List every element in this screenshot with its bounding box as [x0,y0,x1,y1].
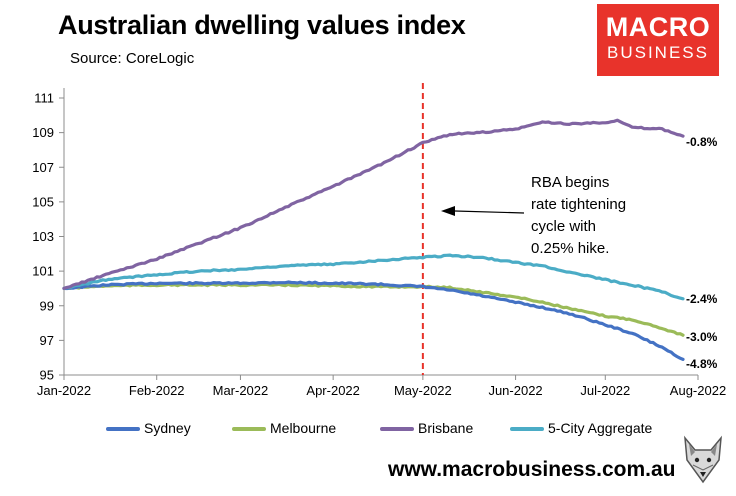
series-line-brisbane [62,118,685,290]
x-tick-label: Aug-2022 [670,383,726,398]
macrobusiness-logo: MACRO BUSINESS [597,4,719,76]
y-tick-label: 109 [32,125,54,140]
legend-item-brisbane: Brisbane [380,418,473,438]
legend-swatch-melbourne [232,427,266,432]
annotation-line-3: cycle with [531,218,596,235]
logo-line-2: BUSINESS [607,43,709,62]
y-tick-label: 103 [32,229,54,244]
plot-area [64,88,698,375]
x-tick-label: Apr-2022 [306,383,359,398]
y-tick-label: 99 [40,298,54,313]
website-url: www.macrobusiness.com.au [388,458,676,481]
y-tick-label: 101 [32,264,54,279]
end-labels: -4.8% -3.0% -0.8% -2.4% [686,135,718,371]
plot-background [64,88,698,375]
y-tick-label: 107 [32,160,54,175]
annotation-arrowhead [441,206,455,216]
legend-item-melbourne: Melbourne [232,418,336,438]
end-label-5-city-aggregate: -2.4% [686,292,718,306]
y-tick-label: 97 [40,333,54,348]
end-label-brisbane: -0.8% [686,135,718,149]
legend-swatch-5-city [510,427,544,432]
x-axis: Jan-2022 Feb-2022 Mar-2022 Apr-2022 May-2022… [37,374,726,398]
series-line-5-city-aggregate [62,253,685,301]
x-tick-label: Jun-2022 [488,383,542,398]
legend-label-5-city: 5-City Aggregate [548,420,653,436]
fox-head-icon [684,435,722,484]
logo-line-1: MACRO [605,12,711,42]
annotation: RBA begins rate tightening cycle with 0.… [441,174,626,257]
legend-label-melbourne: Melbourne [270,420,337,436]
annotation-line-2: rate tightening [531,196,626,213]
x-tick-label: Mar-2022 [213,383,269,398]
legend-item-sydney: Sydney [106,418,191,438]
annotation-arrow-line [454,210,525,214]
y-axis: 95 97 99 101 103 105 107 109 111 [32,88,65,383]
legend-label-brisbane: Brisbane [418,420,474,436]
x-tick-label: Feb-2022 [129,383,185,398]
annotation-line-1: RBA begins [531,174,609,191]
annotation-line-4: 0.25% hike. [531,240,609,257]
chart-title: Australian dwelling values index [58,10,466,40]
legend-item-5-city: 5-City Aggregate [510,418,652,438]
series-line-sydney [62,280,685,361]
chart-source: Source: CoreLogic [70,50,195,67]
legend-swatch-sydney [106,427,140,432]
end-label-melbourne: -3.0% [686,330,718,344]
series-group [62,118,685,361]
legend-label-sydney: Sydney [144,420,191,436]
end-label-sydney: -4.8% [686,357,718,371]
x-tick-label: May-2022 [394,383,452,398]
x-tick-label: Jul-2022 [580,383,630,398]
line-chart: 95 97 99 101 103 105 107 109 111 Jan-2022 Feb-202… [32,83,726,398]
y-tick-label: 111 [34,91,54,106]
legend-swatch-brisbane [380,427,414,432]
y-tick-label: 95 [40,368,54,383]
chart-legend: Sydney Melbourne Brisbane 5-City Aggrega… [0,418,736,440]
x-tick-label: Jan-2022 [37,383,91,398]
y-tick-label: 105 [32,194,54,209]
